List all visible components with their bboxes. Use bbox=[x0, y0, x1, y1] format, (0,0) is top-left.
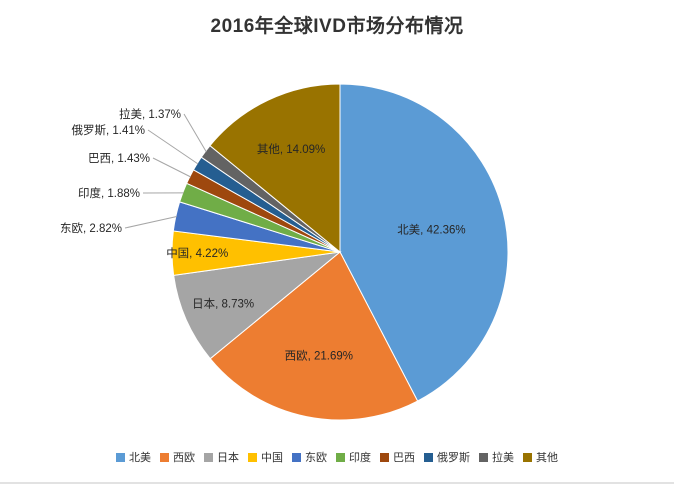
legend-swatch bbox=[424, 452, 433, 462]
legend-item-5: 东欧 bbox=[292, 449, 327, 465]
data-label: 俄罗斯, 1.41% bbox=[72, 124, 146, 137]
legend-item-10: 其他 bbox=[523, 449, 558, 465]
data-label: 东欧, 2.82% bbox=[60, 222, 122, 235]
legend-swatch bbox=[160, 452, 169, 462]
legend-item-1: 北美 bbox=[116, 449, 151, 465]
pie-slice-2 bbox=[209, 251, 419, 421]
leader-line bbox=[147, 129, 199, 165]
legend-label: 北美 bbox=[129, 452, 151, 464]
data-label: 中国, 4.22% bbox=[166, 247, 228, 260]
legend-item-3: 日本 bbox=[204, 449, 239, 465]
legend-label: 俄罗斯 bbox=[437, 452, 470, 464]
legend-swatch bbox=[248, 452, 257, 462]
data-label: 北美, 42.36% bbox=[397, 223, 465, 237]
legend-label: 巴西 bbox=[393, 452, 415, 464]
legend-label: 西欧 bbox=[173, 452, 195, 464]
data-label: 日本, 8.73% bbox=[192, 296, 254, 310]
legend-swatch bbox=[336, 452, 345, 462]
leader-line bbox=[152, 157, 192, 178]
legend-item-4: 中国 bbox=[248, 449, 283, 465]
legend-label: 日本 bbox=[217, 452, 239, 464]
chart-legend: 北美 西欧 日本 中国 东欧 印度 巴西 俄罗斯 拉美 其他 bbox=[0, 449, 674, 465]
leader-line bbox=[183, 113, 207, 153]
legend-label: 东欧 bbox=[305, 452, 327, 464]
legend-item-6: 印度 bbox=[336, 449, 371, 465]
data-label: 其他, 14.09% bbox=[257, 143, 325, 156]
legend-swatch bbox=[116, 452, 125, 462]
data-label: 巴西, 1.43% bbox=[88, 153, 150, 165]
legend-swatch bbox=[479, 452, 488, 462]
legend-item-8: 俄罗斯 bbox=[424, 449, 470, 465]
legend-item-7: 巴西 bbox=[380, 449, 415, 465]
pie-slice-3 bbox=[173, 251, 342, 360]
legend-label: 其他 bbox=[536, 452, 558, 464]
legend-item-2: 西欧 bbox=[160, 449, 195, 465]
legend-swatch bbox=[380, 452, 389, 462]
legend-swatch bbox=[204, 452, 213, 462]
legend-label: 印度 bbox=[349, 452, 371, 464]
chart-title: 2016年全球IVD市场分布情况 bbox=[210, 16, 464, 37]
legend-swatch bbox=[292, 452, 301, 462]
pie-slice-10 bbox=[209, 83, 341, 254]
legend-swatch bbox=[523, 452, 532, 462]
legend-item-9: 拉美 bbox=[479, 449, 514, 465]
legend-label: 拉美 bbox=[492, 452, 514, 464]
pie-slice-1 bbox=[339, 83, 509, 402]
data-label: 印度, 1.88% bbox=[78, 186, 140, 200]
data-label: 西欧, 21.69% bbox=[285, 350, 353, 363]
legend-label: 中国 bbox=[261, 452, 283, 464]
leader-line bbox=[124, 216, 177, 229]
data-label: 拉美, 1.37% bbox=[119, 107, 181, 121]
